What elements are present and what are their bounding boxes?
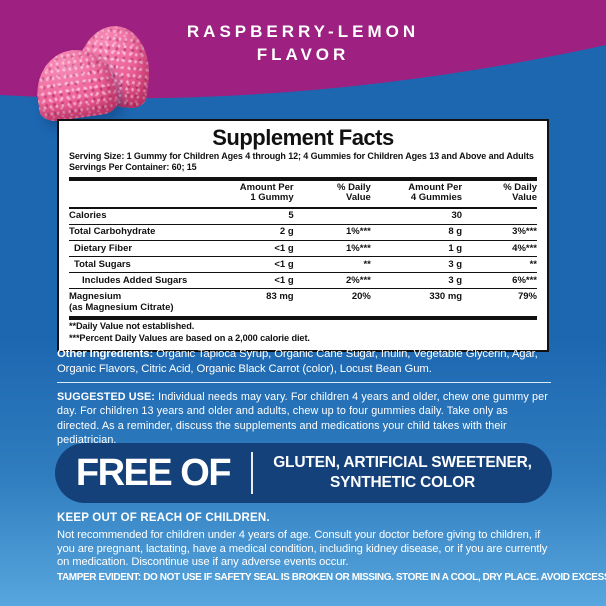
servings-per-container: Servings Per Container: 60; 15 bbox=[69, 162, 197, 173]
usage-warning: Not recommended for children under 4 yea… bbox=[57, 529, 548, 569]
flavor-title: RASPBERRY-LEMON FLAVOR bbox=[0, 21, 606, 66]
column-header-row: Amount Per 1 Gummy % Daily Value Amount Pe… bbox=[69, 181, 537, 208]
footnote-percent-dv: ***Percent Daily Values are based on a 2… bbox=[69, 332, 310, 343]
daily-value-4: 6%*** bbox=[512, 274, 537, 286]
section-divider bbox=[57, 382, 551, 383]
daily-value-1: 1%*** bbox=[346, 226, 371, 238]
vertical-divider bbox=[251, 452, 253, 494]
flavor-line-2: FLAVOR bbox=[256, 44, 350, 64]
daily-value-1: 2%*** bbox=[346, 274, 371, 286]
suggested-use: SUGGESTED USE: Individual needs may vary… bbox=[57, 390, 552, 447]
amount-per-4-gummies: 330 mg bbox=[429, 290, 463, 302]
column-header-amount-1-gummy: Amount Per 1 Gummy bbox=[239, 181, 294, 204]
nutrient-name: Total Sugars bbox=[74, 258, 131, 270]
amount-per-1-gummy: 5 bbox=[288, 210, 294, 222]
flavor-line-1: RASPBERRY-LEMON bbox=[186, 22, 420, 41]
column-header-daily-value-4: % Daily Value bbox=[503, 181, 537, 204]
daily-value-1: ** bbox=[363, 258, 371, 270]
tamper-evident-notice: TAMPER EVIDENT: DO NOT USE IF SAFETY SEA… bbox=[57, 572, 606, 583]
supplement-facts-panel: Supplement Facts Serving Size: 1 Gummy f… bbox=[57, 119, 549, 352]
other-ingredients: Other Ingredients: Organic Tapioca Syrup… bbox=[57, 347, 552, 376]
amount-per-1-gummy: <1 g bbox=[274, 242, 294, 254]
daily-value-4: 79% bbox=[517, 290, 537, 302]
nutrient-row-total-sugars: Total Sugars <1 g ** 3 g ** bbox=[69, 256, 537, 273]
thick-rule-top bbox=[69, 176, 537, 181]
nutrient-name: Magnesium (as Magnesium Citrate) bbox=[69, 290, 174, 313]
amount-per-4-gummies: 1 g bbox=[448, 242, 463, 254]
supplement-facts-title: Supplement Facts bbox=[212, 125, 394, 150]
nutrient-name-source: (as Magnesium Citrate) bbox=[69, 301, 174, 313]
other-ingredients-text: Organic Tapioca Syrup, Organic Cane Suga… bbox=[57, 348, 538, 375]
nutrient-name: Calories bbox=[69, 210, 107, 222]
amount-per-1-gummy: 2 g bbox=[279, 226, 294, 238]
nutrient-name: Includes Added Sugars bbox=[82, 274, 188, 286]
free-of-title: FREE OF bbox=[75, 451, 232, 494]
nutrition-table: Amount Per 1 Gummy % Daily Value Amount Pe… bbox=[69, 181, 537, 316]
serving-size: Serving Size: 1 Gummy for Children Ages … bbox=[69, 151, 534, 162]
daily-value-1: 1%*** bbox=[346, 242, 371, 254]
free-of-banner: FREE OF GLUTEN, ARTIFICIAL SWEETENER, SY… bbox=[55, 443, 552, 503]
daily-value-4: 3%*** bbox=[512, 226, 537, 238]
daily-value-1 bbox=[294, 208, 371, 225]
amount-per-4-gummies: 3 g bbox=[448, 274, 463, 286]
amount-per-4-gummies: 30 bbox=[451, 210, 463, 222]
amount-per-4-gummies: 8 g bbox=[448, 226, 463, 238]
nutrient-row-total-carbohydrate: Total Carbohydrate 2 g 1%*** 8 g 3%*** bbox=[69, 224, 537, 240]
nutrient-row-calories: Calories 5 30 bbox=[69, 208, 537, 225]
column-header-blank bbox=[69, 181, 191, 208]
header-curve-band bbox=[0, 0, 606, 99]
amount-per-1-gummy: 83 mg bbox=[266, 290, 294, 302]
other-ingredients-label: Other Ingredients: bbox=[57, 348, 154, 360]
nutrient-name: Total Carbohydrate bbox=[69, 226, 156, 238]
amount-per-1-gummy: <1 g bbox=[274, 258, 294, 270]
daily-value-4: ** bbox=[529, 258, 537, 270]
nutrient-row-dietary-fiber: Dietary Fiber <1 g 1%*** 1 g 4%*** bbox=[69, 240, 537, 257]
daily-value-4 bbox=[462, 208, 537, 225]
thick-rule-bottom bbox=[69, 316, 537, 321]
footnote-dv: **Daily Value not established. bbox=[69, 321, 195, 332]
daily-value-1: 20% bbox=[351, 290, 371, 302]
keep-out-warning: KEEP OUT OF REACH OF CHILDREN. bbox=[57, 512, 270, 524]
column-header-daily-value-1: % Daily Value bbox=[337, 181, 371, 204]
amount-per-1-gummy: <1 g bbox=[274, 274, 294, 286]
amount-per-4-gummies: 3 g bbox=[448, 258, 463, 270]
column-header-amount-4-gummies: Amount Per 4 Gummies bbox=[408, 181, 463, 204]
daily-value-4: 4%*** bbox=[512, 242, 537, 254]
free-of-items: GLUTEN, ARTIFICIAL SWEETENER, SYNTHETIC … bbox=[273, 453, 532, 491]
nutrient-row-added-sugars: Includes Added Sugars <1 g 2%*** 3 g 6%*… bbox=[69, 272, 537, 289]
suggested-use-text: Individual needs may vary. For children … bbox=[57, 391, 548, 447]
nutrient-name: Dietary Fiber bbox=[74, 242, 133, 254]
suggested-use-label: SUGGESTED USE: bbox=[57, 391, 155, 403]
nutrient-row-magnesium: Magnesium (as Magnesium Citrate) 83 mg 20… bbox=[69, 288, 537, 315]
